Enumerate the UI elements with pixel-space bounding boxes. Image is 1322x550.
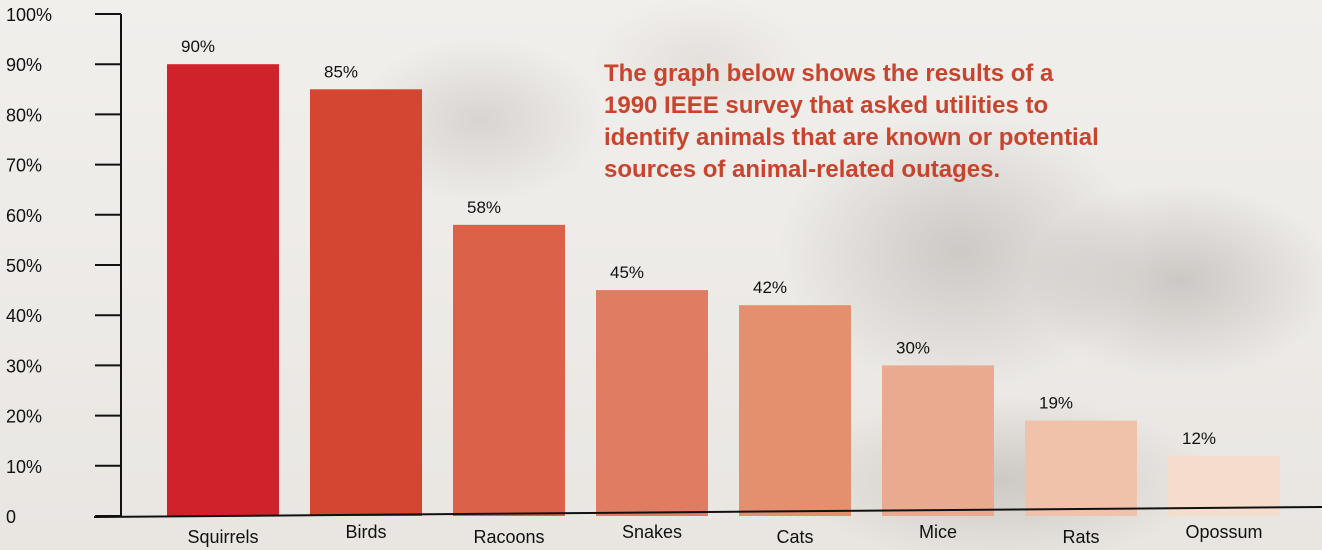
x-category-label: Cats: [776, 527, 813, 547]
bar-rats: [1025, 420, 1137, 516]
y-tick-label: 20%: [6, 407, 42, 427]
value-label: 12%: [1182, 429, 1216, 448]
y-tick-label: 100%: [6, 5, 52, 25]
bar-squirrels: [167, 64, 279, 516]
x-category-label: Rats: [1062, 527, 1099, 547]
x-category-label: Racoons: [473, 527, 544, 547]
value-label: 19%: [1039, 394, 1073, 413]
y-tick-label: 30%: [6, 356, 42, 376]
value-labels: 90% 85% 58% 45% 42% 30% 19% 12%: [181, 37, 1216, 448]
value-label: 30%: [896, 338, 930, 357]
x-category-label: Snakes: [622, 522, 682, 542]
bar-snakes: [596, 290, 708, 516]
x-category-label: Birds: [345, 522, 386, 542]
bar-cats: [739, 305, 851, 516]
y-tick-label: 60%: [6, 206, 42, 226]
value-label: 58%: [467, 198, 501, 217]
bar-birds: [310, 89, 422, 517]
bar-racoons: [453, 224, 565, 516]
y-tick-label: 40%: [6, 306, 42, 326]
y-tick-label: 0: [6, 507, 16, 527]
value-label: 42%: [753, 278, 787, 297]
x-axis: Squirrels Birds Racoons Snakes Cats Mice Rats O…: [93, 506, 1322, 547]
y-tick-label: 10%: [6, 457, 42, 477]
bar-mice: [882, 365, 994, 516]
y-tick-label: 70%: [6, 156, 42, 176]
value-label: 45%: [610, 263, 644, 282]
y-tick-label: 80%: [6, 105, 42, 125]
bar-opossum: [1168, 455, 1280, 516]
y-tick-label: 90%: [6, 55, 42, 75]
x-axis-line: [93, 506, 1322, 518]
x-category-label: Mice: [919, 522, 957, 542]
x-category-label: Squirrels: [187, 527, 258, 547]
y-axis: 0 10% 20% 30% 40% 50% 60% 70% 80% 90% 100%: [6, 5, 122, 527]
bars: [167, 64, 1280, 517]
value-label: 85%: [324, 62, 358, 81]
chart-annotation: The graph below shows the results of a 1…: [604, 60, 1099, 183]
y-tick-label: 50%: [6, 256, 42, 276]
value-label: 90%: [181, 37, 215, 56]
x-category-label: Opossum: [1185, 522, 1262, 542]
